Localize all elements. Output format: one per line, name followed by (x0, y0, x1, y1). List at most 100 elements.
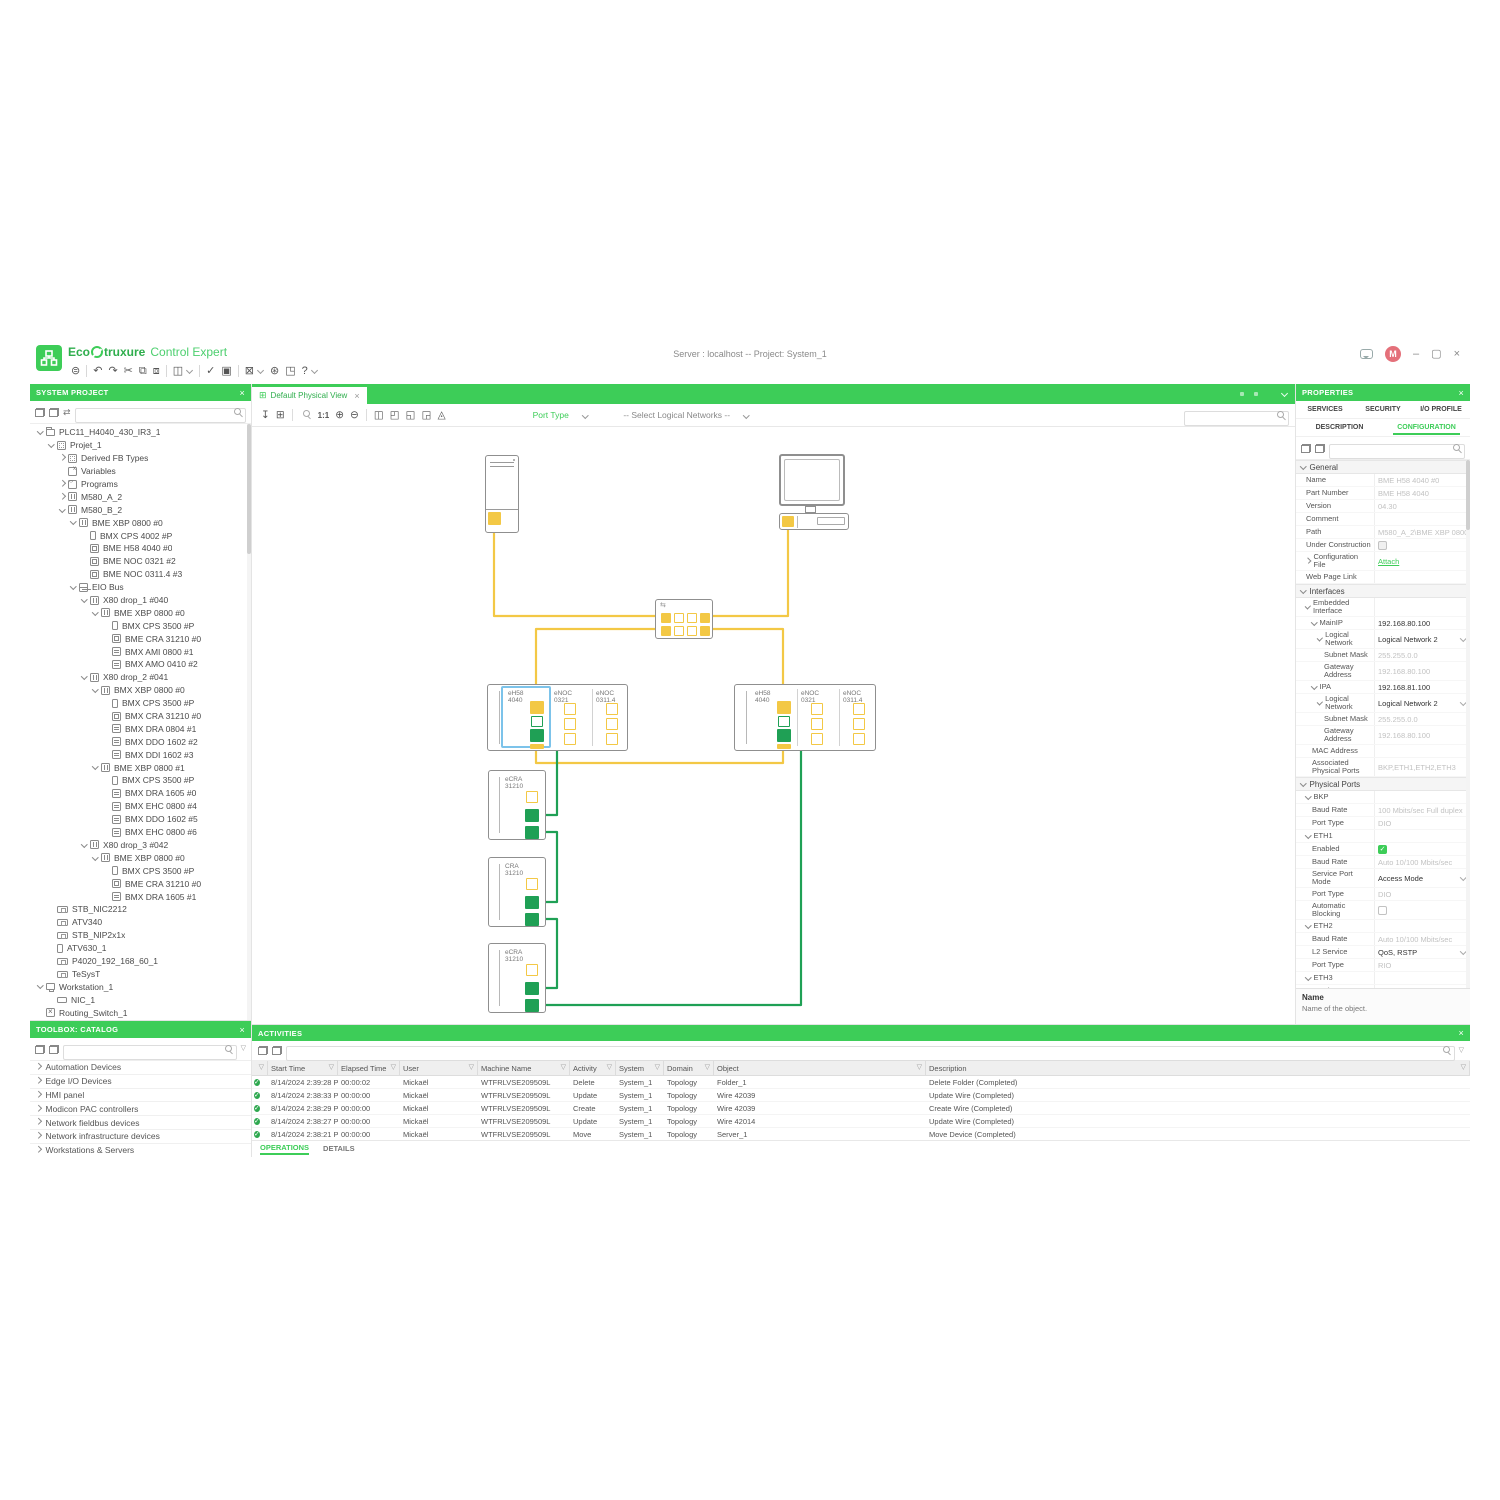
tools-icon[interactable]: ⊠ (244, 365, 254, 377)
export-up-icon[interactable]: ◰ (389, 409, 400, 421)
collapsed-chevron-icon[interactable] (1305, 556, 1312, 564)
activity-row[interactable]: ✓ 8/14/2024 2:38:29 PM 00:00:00 Mickaël WTFR… (252, 1102, 1470, 1115)
property-value[interactable] (1374, 901, 1470, 919)
wire-switch-rack-right[interactable] (713, 627, 785, 700)
tools-chevron-icon[interactable] (256, 366, 265, 374)
collapsed-chevron-icon[interactable] (57, 492, 67, 500)
expanded-chevron-icon[interactable] (1305, 973, 1312, 981)
property-section[interactable]: Interfaces (1296, 584, 1470, 598)
help-icon[interactable]: ? (301, 365, 308, 377)
switch-port[interactable] (700, 613, 710, 623)
switch-device[interactable]: ⇆ (655, 599, 713, 639)
cra-port-ring-a[interactable] (525, 896, 539, 909)
cra-port-ring-b[interactable] (525, 999, 539, 1012)
h58-port-ring-b[interactable] (777, 729, 791, 742)
activities-search-input[interactable] (286, 1046, 1455, 1061)
port-type-dropdown[interactable]: Port Type (533, 410, 589, 420)
tree-item[interactable]: BMX DRA 0804 #1 (30, 722, 251, 735)
export-icon[interactable]: ↧ (261, 409, 270, 421)
tree-item[interactable]: BMX DRA 1605 #0 (30, 787, 251, 800)
column-header-elapsed-time[interactable]: Elapsed Time ▽ (338, 1061, 400, 1075)
switch-port[interactable] (661, 613, 671, 623)
tree-item[interactable]: PLC11_H4040_430_IR3_1 (30, 426, 251, 439)
chevron-down-icon[interactable] (1459, 634, 1466, 642)
rack-left[interactable]: eH58 4040 eNOC 0321 eNOC 0311.4 (487, 684, 628, 751)
export-left-icon[interactable]: ◱ (405, 409, 416, 421)
cra-port-service[interactable] (526, 791, 538, 803)
cra-port-ring-b[interactable] (525, 913, 539, 926)
noc-port[interactable] (811, 733, 823, 745)
close-panel-icon[interactable]: × (239, 387, 245, 398)
fullscreen-icon[interactable]: ◳ (285, 365, 296, 377)
tree-item[interactable]: STB_NIP2x1x (30, 929, 251, 942)
h58-port-ring-b[interactable] (530, 729, 544, 742)
tab-description[interactable]: DESCRIPTION (1315, 424, 1364, 431)
tree-item[interactable]: P4020_192_168_60_1 (30, 955, 251, 968)
tree-item[interactable]: BMX DDI 1602 #3 (30, 748, 251, 761)
cra-port-service[interactable] (526, 878, 538, 890)
tree-item[interactable]: BMX AMI 0800 #1 (30, 645, 251, 658)
export-tri-icon[interactable]: ◬ (437, 409, 446, 421)
properties-search-input[interactable] (1329, 443, 1465, 459)
tree-item[interactable]: STB_NIC2212 (30, 903, 251, 916)
cra-port-ring-a[interactable] (525, 809, 539, 822)
activity-row[interactable]: ✓ 8/14/2024 2:38:33 PM 00:00:00 Mickaël WTFR… (252, 1089, 1470, 1102)
column-header-system[interactable]: System ▽ (616, 1061, 664, 1075)
tree-item[interactable]: NIC_1 (30, 993, 251, 1006)
toolbox-category[interactable]: Workstations & Servers (30, 1144, 251, 1157)
property-value[interactable]: Attach (1374, 552, 1470, 570)
toolbox-category[interactable]: Modicon PAC controllers (30, 1102, 251, 1117)
noc-port[interactable] (564, 718, 576, 730)
zoom-in-icon[interactable]: ⊕ (335, 409, 344, 421)
tree-item[interactable]: BMX EHC 0800 #4 (30, 800, 251, 813)
expanded-chevron-icon[interactable] (35, 428, 45, 435)
drop-2-cra[interactable]: CRA 31210 (488, 857, 546, 927)
filter-icon[interactable]: ▽ (1460, 1064, 1466, 1071)
tree-item[interactable]: Routing_Switch_1 (30, 1006, 251, 1019)
workstation-base[interactable] (779, 513, 849, 530)
toolbox-category[interactable]: Network fieldbus devices (30, 1116, 251, 1130)
select-networks-dropdown[interactable]: -- Select Logical Networks -- (623, 410, 750, 420)
noc-port[interactable] (606, 718, 618, 730)
filter-icon[interactable]: ▽ (560, 1064, 566, 1071)
help-chevron-icon[interactable] (310, 366, 318, 374)
tree-item[interactable]: BME XBP 0800 #0 (30, 606, 251, 619)
topology-canvas[interactable]: ⇆ eH58 4040 (252, 427, 1295, 1024)
noc-port[interactable] (853, 718, 865, 730)
expanded-chevron-icon[interactable] (1311, 682, 1318, 690)
property-value[interactable]: Logical Network 2 (1374, 694, 1470, 712)
deploy-icon[interactable]: ▣ (221, 365, 232, 377)
expanded-chevron-icon[interactable] (1305, 921, 1312, 929)
tile-icon[interactable] (1315, 443, 1325, 453)
chevron-down-icon[interactable] (1459, 947, 1466, 955)
tree-item[interactable]: BMX DDO 1602 #5 (30, 813, 251, 826)
activity-row[interactable]: ✓ 8/14/2024 2:38:21 PM 00:00:00 Mickaël WTFR… (252, 1128, 1470, 1140)
h58-port-ring-a[interactable] (531, 716, 543, 727)
restore-button[interactable]: ▢ (1431, 347, 1442, 360)
tree-item[interactable]: BMX XBP 0800 #0 (30, 684, 251, 697)
expanded-chevron-icon[interactable] (1305, 602, 1312, 610)
noc-port[interactable] (853, 733, 865, 745)
tile-icon[interactable] (272, 1046, 282, 1055)
filter-icon[interactable]: ▽ (468, 1064, 474, 1071)
close-panel-icon[interactable]: × (239, 1024, 245, 1035)
tree-item[interactable]: BME CRA 31210 #0 (30, 632, 251, 645)
filter-icon[interactable]: ▽ (704, 1064, 710, 1071)
expanded-chevron-icon[interactable] (79, 595, 89, 603)
feedback-icon[interactable] (1360, 349, 1374, 359)
wire-server-switch[interactable] (492, 533, 655, 618)
sync-icon[interactable]: ⇄ (63, 406, 71, 417)
collapsed-chevron-icon[interactable] (57, 479, 67, 487)
property-value[interactable]: QoS, RSTP (1374, 946, 1470, 958)
tree-item[interactable]: EIO Bus (30, 581, 251, 594)
tree-item[interactable]: BME NOC 0321 #2 (30, 555, 251, 568)
h58-port-ring-a[interactable] (778, 716, 790, 727)
grid-icon[interactable]: ⊞ (275, 409, 285, 421)
tree-item[interactable]: BMX AMO 0410 #2 (30, 658, 251, 671)
switch-port[interactable] (674, 613, 684, 623)
property-value[interactable]: ✓ (1374, 843, 1470, 855)
tree-item[interactable]: ATV630_1 (30, 942, 251, 955)
wire-ring-3[interactable] (539, 917, 559, 990)
expanded-chevron-icon[interactable] (1317, 698, 1324, 706)
cascade-icon[interactable] (258, 1046, 268, 1055)
